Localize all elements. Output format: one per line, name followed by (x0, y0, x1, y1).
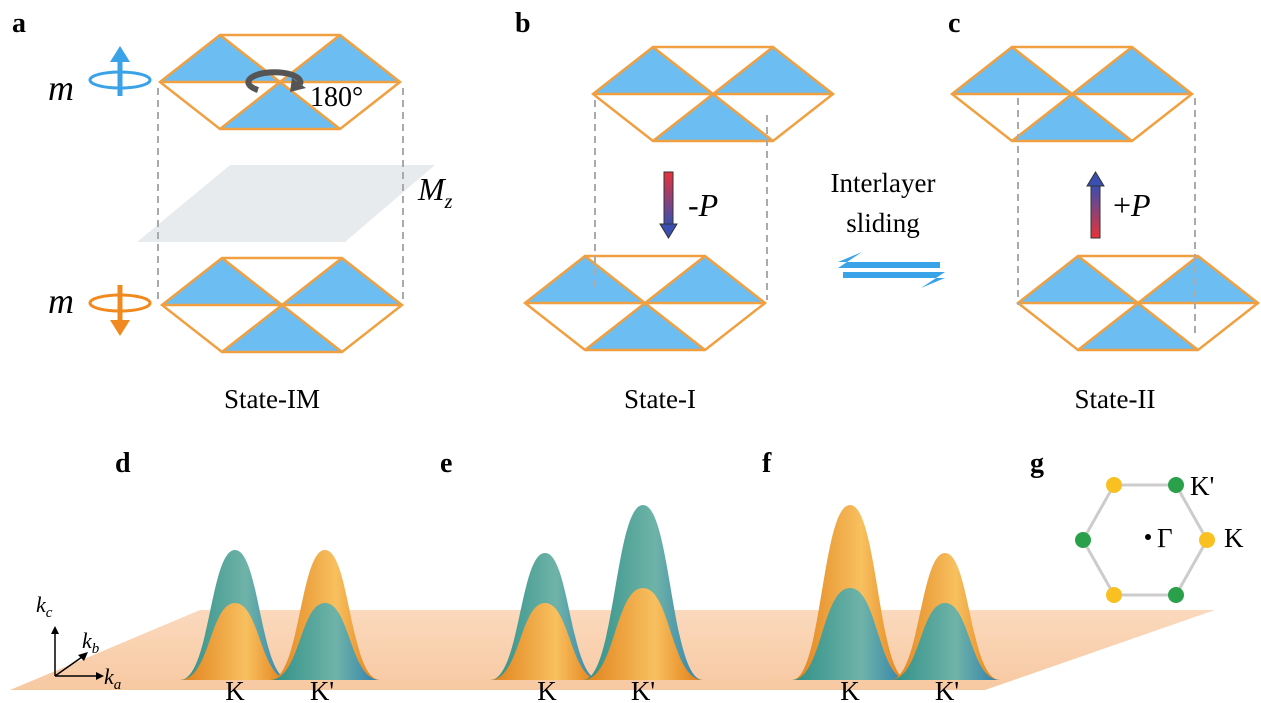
caption: State-IM (224, 384, 320, 414)
bz-point: Γ (1157, 523, 1173, 553)
mirror-subscript: z (444, 191, 453, 213)
valley-label: K' (935, 676, 959, 703)
valley-label: K' (310, 676, 334, 703)
sub: b (92, 641, 100, 657)
m-label: m (48, 68, 74, 108)
caption: State-II (1075, 384, 1156, 414)
panel-label: e (440, 448, 452, 479)
layers (90, 35, 1258, 352)
mirror-label: Mz (417, 171, 453, 213)
symbol: P (1130, 187, 1151, 223)
sliding-label: Interlayer (831, 168, 936, 198)
panel-label: b (515, 8, 531, 39)
bz-point: K' (1190, 471, 1214, 501)
sub: c (46, 605, 53, 621)
k-axis-label: kc (36, 592, 53, 621)
caption: State-I (624, 384, 696, 414)
valley-label: K (840, 676, 860, 703)
sub: a (114, 677, 122, 693)
figure: a b c d e f g State-IM State-I State-II … (0, 0, 1261, 703)
polarization: -P (688, 187, 718, 223)
panel-label: a (12, 8, 26, 39)
sign: + (1113, 187, 1131, 223)
panel-label: f (762, 448, 772, 479)
panel-label: g (1030, 448, 1044, 479)
polarization: +P (1113, 187, 1151, 223)
symbol: P (698, 187, 719, 223)
panel-label: d (115, 448, 131, 479)
bands (10, 477, 1215, 690)
valley-label: K' (631, 676, 655, 703)
rotation-label: 180° (310, 82, 363, 113)
sliding-label: sliding (846, 208, 920, 238)
mirror-symbol: M (417, 171, 447, 207)
panel-label: c (948, 8, 960, 39)
valley-label: K (225, 676, 245, 703)
bz-point: K (1224, 523, 1244, 553)
k-axis-label: kb (82, 628, 100, 657)
valley-label: K (537, 676, 557, 703)
sign: - (688, 187, 699, 223)
m-label: m (48, 281, 74, 321)
